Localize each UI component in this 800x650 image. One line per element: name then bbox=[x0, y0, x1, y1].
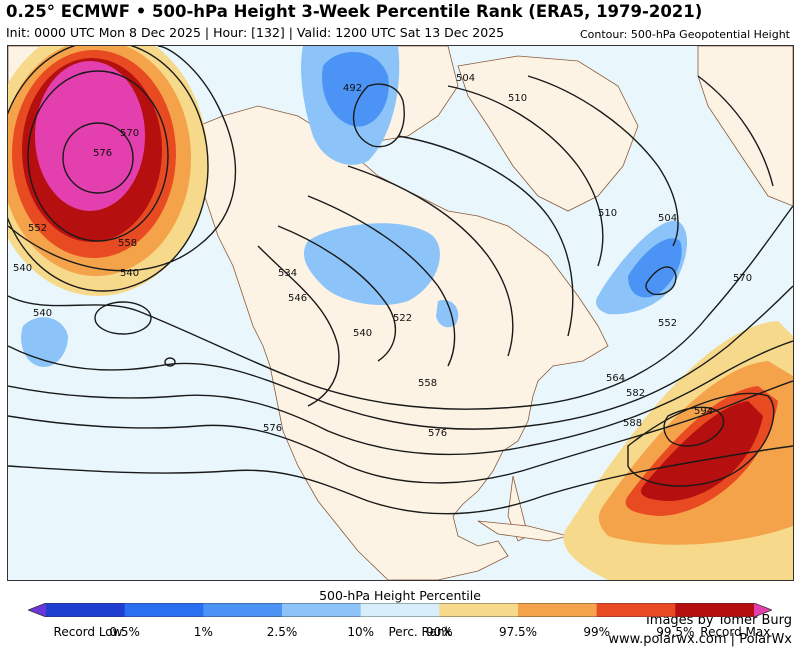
colorbar-segment bbox=[596, 603, 676, 617]
greenland-land bbox=[457, 55, 639, 212]
contour-label: 594 bbox=[694, 406, 713, 417]
atlantic-positive-anomaly bbox=[563, 321, 793, 580]
map-title: 0.25° ECMWF • 500-hPa Height 3-Week Perc… bbox=[6, 2, 703, 21]
contour-label: 564 bbox=[606, 373, 625, 384]
colorbar-segment bbox=[124, 603, 204, 617]
map-canvas: 570 576 552 558 540 540 540 534 546 540 … bbox=[8, 46, 793, 580]
legend-tick-label: Record Low bbox=[53, 625, 123, 639]
colorbar-segment bbox=[282, 603, 362, 617]
legend-tick-label: 2.5% bbox=[266, 625, 298, 639]
legend-tick-label: 1% bbox=[193, 625, 213, 639]
colorbar-segment bbox=[360, 603, 440, 617]
legend-tick-label: 0.5% bbox=[109, 625, 140, 639]
contour-label: 540 bbox=[33, 308, 52, 319]
contour-label: 558 bbox=[418, 378, 437, 389]
contour-label: 534 bbox=[278, 268, 297, 279]
contour-label: 576 bbox=[93, 148, 112, 159]
colorbar-segment bbox=[28, 603, 46, 617]
contour-note: Contour: 500-hPa Geopotential Height bbox=[579, 28, 790, 41]
colorbar-segment bbox=[754, 603, 772, 617]
colorbar-segment bbox=[203, 603, 283, 617]
contour-label: 582 bbox=[626, 388, 645, 399]
percentile-colorbar bbox=[28, 603, 772, 617]
contour-label: 576 bbox=[428, 428, 447, 439]
legend-tick-label: 99.5% bbox=[656, 625, 695, 639]
contour-label: 570 bbox=[120, 128, 139, 139]
credit-website: www.polarwx.com | PolarWx bbox=[608, 632, 792, 647]
contour-label: 504 bbox=[456, 73, 475, 84]
legend-tick-label: 99% bbox=[583, 625, 610, 639]
contour-label: 552 bbox=[658, 318, 677, 329]
contour-label: 540 bbox=[353, 328, 372, 339]
contour-label: 510 bbox=[598, 208, 617, 219]
contour-label: 504 bbox=[658, 213, 677, 224]
contour-label: 546 bbox=[288, 293, 307, 304]
contour-label: 576 bbox=[263, 423, 282, 434]
arctic-negative-core bbox=[322, 52, 389, 127]
map-panel: 570 576 552 558 540 540 540 534 546 540 … bbox=[7, 45, 794, 581]
legend-tick-label: 10% bbox=[347, 625, 374, 639]
legend-tick-label: 90% bbox=[425, 625, 453, 639]
canada-negative-anomaly bbox=[303, 223, 440, 306]
contour-label: 540 bbox=[120, 268, 139, 279]
contour-label: 540 bbox=[13, 263, 32, 274]
colorbar-segment bbox=[439, 603, 519, 617]
legend-tick-label: Record Max bbox=[700, 625, 771, 639]
colorbar-segment bbox=[675, 603, 755, 617]
contour-label: 558 bbox=[118, 238, 137, 249]
contour-label: 522 bbox=[393, 313, 412, 324]
labrador-negative-core bbox=[628, 238, 682, 298]
cuba-land bbox=[477, 520, 569, 542]
north-america-land bbox=[182, 105, 609, 580]
legend-tick-label: 97.5% bbox=[498, 625, 538, 639]
contour-label: 552 bbox=[28, 223, 47, 234]
contour-label: 570 bbox=[733, 273, 752, 284]
contour-label: 588 bbox=[623, 418, 642, 429]
legend-title: 500-hPa Height Percentile bbox=[319, 588, 481, 603]
contour-label: 492 bbox=[343, 83, 362, 94]
legend-tick-label: Perc. Rank bbox=[388, 625, 452, 639]
bering-negative-anomaly bbox=[21, 317, 68, 367]
colorbar-segment bbox=[46, 603, 126, 617]
colorbar-segment bbox=[518, 603, 598, 617]
height-contours bbox=[8, 46, 793, 515]
contour-label: 510 bbox=[508, 93, 527, 104]
contour-label-group: 570 576 552 558 540 540 540 534 546 540 … bbox=[13, 73, 752, 439]
map-subtitle: Init: 0000 UTC Mon 8 Dec 2025 | Hour: [1… bbox=[6, 25, 505, 40]
